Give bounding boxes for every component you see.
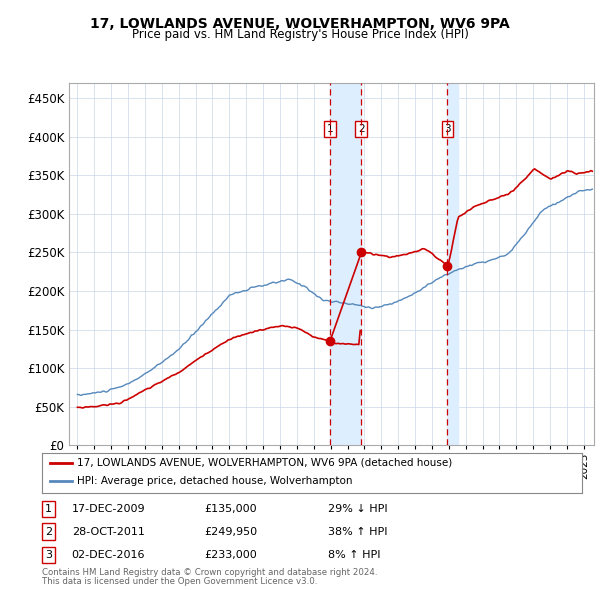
Text: 1: 1: [326, 124, 333, 134]
Text: HPI: Average price, detached house, Wolverhampton: HPI: Average price, detached house, Wolv…: [77, 476, 353, 486]
Text: 29% ↓ HPI: 29% ↓ HPI: [328, 504, 388, 514]
Text: 02-DEC-2016: 02-DEC-2016: [72, 550, 145, 560]
Text: 8% ↑ HPI: 8% ↑ HPI: [328, 550, 381, 560]
Text: £135,000: £135,000: [204, 504, 257, 514]
Text: 38% ↑ HPI: 38% ↑ HPI: [328, 526, 388, 536]
Bar: [448, 83, 458, 445]
Text: 17-DEC-2009: 17-DEC-2009: [72, 504, 145, 514]
Text: 17, LOWLANDS AVENUE, WOLVERHAMPTON, WV6 9PA (detached house): 17, LOWLANDS AVENUE, WOLVERHAMPTON, WV6 …: [77, 458, 452, 467]
Text: Contains HM Land Registry data © Crown copyright and database right 2024.: Contains HM Land Registry data © Crown c…: [42, 568, 377, 576]
Text: 17, LOWLANDS AVENUE, WOLVERHAMPTON, WV6 9PA: 17, LOWLANDS AVENUE, WOLVERHAMPTON, WV6 …: [90, 17, 510, 31]
Text: 1: 1: [45, 504, 52, 514]
Text: £249,950: £249,950: [204, 526, 257, 536]
Text: 28-OCT-2011: 28-OCT-2011: [72, 526, 145, 536]
Text: 2: 2: [45, 526, 52, 536]
Text: 3: 3: [444, 124, 451, 134]
Bar: [330, 83, 361, 445]
Text: 3: 3: [45, 550, 52, 560]
Text: £233,000: £233,000: [204, 550, 257, 560]
Text: 2: 2: [358, 124, 365, 134]
Text: Price paid vs. HM Land Registry's House Price Index (HPI): Price paid vs. HM Land Registry's House …: [131, 28, 469, 41]
Text: This data is licensed under the Open Government Licence v3.0.: This data is licensed under the Open Gov…: [42, 577, 317, 586]
